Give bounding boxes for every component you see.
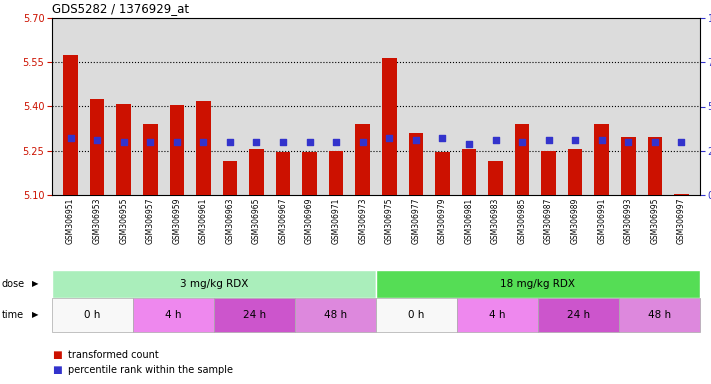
Text: 0 h: 0 h	[408, 310, 424, 320]
Bar	[409, 133, 423, 195]
Text: time: time	[2, 310, 24, 320]
Bar	[276, 152, 290, 195]
Bar	[329, 151, 343, 195]
Bar	[143, 124, 158, 195]
Text: GDS5282 / 1376929_at: GDS5282 / 1376929_at	[52, 2, 189, 15]
Text: transformed count: transformed count	[68, 350, 159, 360]
Text: 48 h: 48 h	[324, 310, 347, 320]
Point	[570, 137, 581, 143]
Text: 24 h: 24 h	[243, 310, 266, 320]
Text: ▶: ▶	[32, 311, 38, 319]
Text: 4 h: 4 h	[165, 310, 182, 320]
Point	[675, 139, 687, 145]
Point	[357, 139, 368, 145]
Bar	[541, 151, 556, 195]
Text: 4 h: 4 h	[489, 310, 506, 320]
Text: 0 h: 0 h	[85, 310, 101, 320]
Bar	[568, 149, 582, 195]
Point	[410, 137, 422, 143]
Point	[277, 139, 289, 145]
Point	[171, 139, 183, 145]
Point	[596, 137, 607, 143]
Point	[543, 137, 555, 143]
Point	[437, 135, 448, 141]
Bar	[196, 101, 210, 195]
Bar	[169, 105, 184, 195]
Point	[251, 139, 262, 145]
Point	[516, 139, 528, 145]
Bar	[515, 124, 530, 195]
Bar	[117, 104, 131, 195]
Point	[198, 139, 209, 145]
Bar	[621, 137, 636, 195]
Bar	[648, 137, 662, 195]
Bar	[488, 161, 503, 195]
Point	[304, 139, 315, 145]
Text: 3 mg/kg RDX: 3 mg/kg RDX	[180, 279, 248, 289]
Bar	[435, 152, 449, 195]
Point	[490, 137, 501, 143]
Point	[92, 137, 103, 143]
Point	[144, 139, 156, 145]
Point	[623, 139, 634, 145]
Point	[384, 135, 395, 141]
Text: ▶: ▶	[32, 280, 38, 288]
Text: 18 mg/kg RDX: 18 mg/kg RDX	[501, 279, 575, 289]
Text: ■: ■	[52, 365, 62, 375]
Bar	[223, 161, 237, 195]
Bar	[302, 152, 317, 195]
Bar	[674, 194, 689, 195]
Bar	[356, 124, 370, 195]
Point	[331, 139, 342, 145]
Bar	[594, 124, 609, 195]
Point	[649, 139, 661, 145]
Point	[65, 135, 76, 141]
Point	[224, 139, 235, 145]
Bar	[249, 149, 264, 195]
Text: ■: ■	[52, 350, 62, 360]
Bar	[461, 149, 476, 195]
Bar	[90, 99, 105, 195]
Point	[464, 141, 475, 147]
Text: dose: dose	[2, 279, 25, 289]
Bar	[382, 58, 397, 195]
Point	[118, 139, 129, 145]
Bar	[63, 55, 78, 195]
Text: 24 h: 24 h	[567, 310, 590, 320]
Text: percentile rank within the sample: percentile rank within the sample	[68, 365, 232, 375]
Text: 48 h: 48 h	[648, 310, 671, 320]
